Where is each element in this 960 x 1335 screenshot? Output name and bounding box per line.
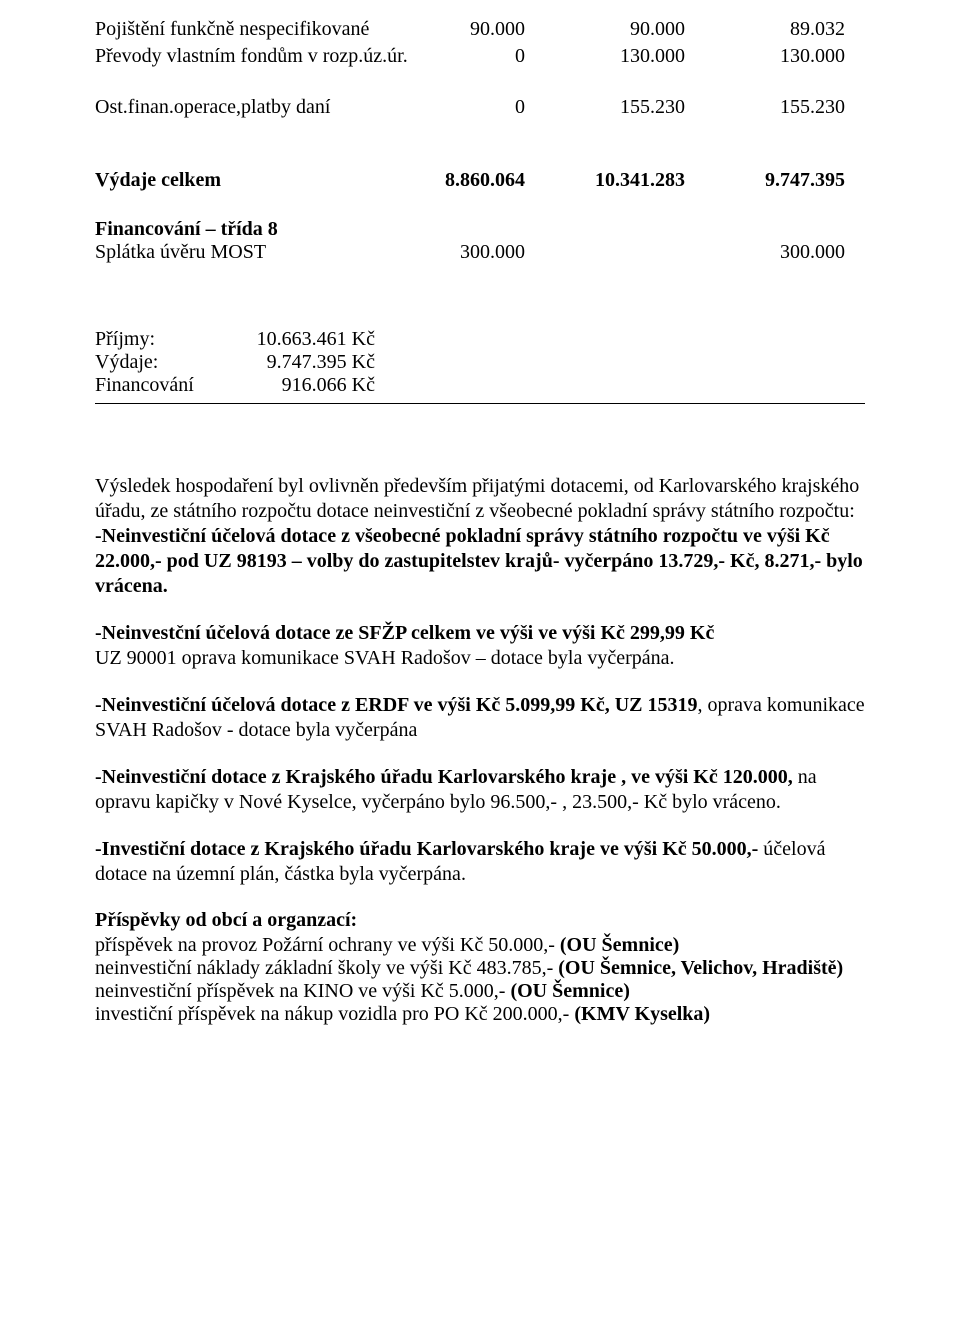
row-c1: 90.000 xyxy=(415,18,525,41)
text-bold: (OU Šemnice) xyxy=(510,980,629,1002)
text-bold: (OU Šemnice, Velichov, Hradiště) xyxy=(558,957,843,979)
text-bold: (OU Šemnice) xyxy=(560,934,679,956)
text-bold: -Neinvestiční účelová dotace z všeobecné… xyxy=(95,525,863,597)
contrib-line: investiční příspěvek na nákup vozidla pr… xyxy=(95,1003,865,1026)
paragraph: Výsledek hospodaření byl ovlivněn předev… xyxy=(95,474,865,599)
text: Výsledek hospodaření byl ovlivněn předev… xyxy=(95,475,859,522)
summary-label: Výdaje: xyxy=(95,351,235,374)
row-c1: 0 xyxy=(415,96,525,119)
summary-row: Financování 916.066 Kč xyxy=(95,374,865,397)
text-bold: -Neinvestční účelová dotace ze SFŽP celk… xyxy=(95,622,714,644)
contrib-line: neinvestiční příspěvek na KINO ve výši K… xyxy=(95,980,865,1003)
table-row: Ost.finan.operace,platby daní 0 155.230 … xyxy=(95,96,865,119)
row-c3: 155.230 xyxy=(685,96,845,119)
contrib-heading: Příspěvky od obcí a organzací: xyxy=(95,909,865,932)
text: příspěvek na provoz Požární ochrany ve v… xyxy=(95,934,560,956)
paragraph: -Investiční dotace z Krajského úřadu Kar… xyxy=(95,837,865,887)
text: neinvestiční náklady základní školy ve v… xyxy=(95,957,558,979)
row-c2: 130.000 xyxy=(525,45,685,68)
paragraph: -Neinvestční účelová dotace ze SFŽP celk… xyxy=(95,621,865,671)
summary-row: Výdaje: 9.747.395 Kč xyxy=(95,351,865,374)
row-label: Pojištění funkčně nespecifikované xyxy=(95,18,415,41)
text-bold: (KMV Kyselka) xyxy=(574,1003,710,1025)
summary-row: Příjmy: 10.663.461 Kč xyxy=(95,328,865,351)
row-c1: 8.860.064 xyxy=(415,169,525,192)
row-c3: 89.032 xyxy=(685,18,845,41)
row-c1: 300.000 xyxy=(415,241,525,264)
row-c2 xyxy=(525,241,685,264)
row-c3: 300.000 xyxy=(685,241,845,264)
summary-value: 9.747.395 Kč xyxy=(235,351,375,374)
text: neinvestiční příspěvek na KINO ve výši K… xyxy=(95,980,510,1002)
row-c2: 155.230 xyxy=(525,96,685,119)
summary-label: Financování xyxy=(95,374,235,397)
row-c3: 9.747.395 xyxy=(685,169,845,192)
text-bold: -Investiční dotace z Krajského úřadu Kar… xyxy=(95,838,763,860)
paragraph: -Neinvestiční dotace z Krajského úřadu K… xyxy=(95,765,865,815)
financing-row: Splátka úvěru MOST 300.000 300.000 xyxy=(95,241,865,264)
row-label: Splátka úvěru MOST xyxy=(95,241,415,264)
row-label: Převody vlastním fondům v rozp.úz.úr. xyxy=(95,45,415,68)
table-row: Převody vlastním fondům v rozp.úz.úr. 0 … xyxy=(95,45,865,68)
text-bold: -Neinvestiční dotace z Krajského úřadu K… xyxy=(95,766,793,788)
text: investiční příspěvek na nákup vozidla pr… xyxy=(95,1003,574,1025)
text-bold: -Neinvestiční účelová dotace z ERDF ve v… xyxy=(95,694,698,716)
summary-value: 916.066 Kč xyxy=(235,374,375,397)
row-label: Ost.finan.operace,platby daní xyxy=(95,96,415,119)
financing-heading: Financování – třída 8 xyxy=(95,218,865,241)
row-label: Výdaje celkem xyxy=(95,169,415,192)
table-total-row: Výdaje celkem 8.860.064 10.341.283 9.747… xyxy=(95,169,865,192)
row-c1: 0 xyxy=(415,45,525,68)
summary-value: 10.663.461 Kč xyxy=(235,328,375,351)
row-c2: 10.341.283 xyxy=(525,169,685,192)
contrib-line: příspěvek na provoz Požární ochrany ve v… xyxy=(95,934,865,957)
summary-label: Příjmy: xyxy=(95,328,235,351)
row-c3: 130.000 xyxy=(685,45,845,68)
paragraph: -Neinvestiční účelová dotace z ERDF ve v… xyxy=(95,693,865,743)
contrib-line: neinvestiční náklady základní školy ve v… xyxy=(95,957,865,980)
text: UZ 90001 oprava komunikace SVAH Radošov … xyxy=(95,647,674,669)
table-row: Pojištění funkčně nespecifikované 90.000… xyxy=(95,18,865,41)
row-c2: 90.000 xyxy=(525,18,685,41)
